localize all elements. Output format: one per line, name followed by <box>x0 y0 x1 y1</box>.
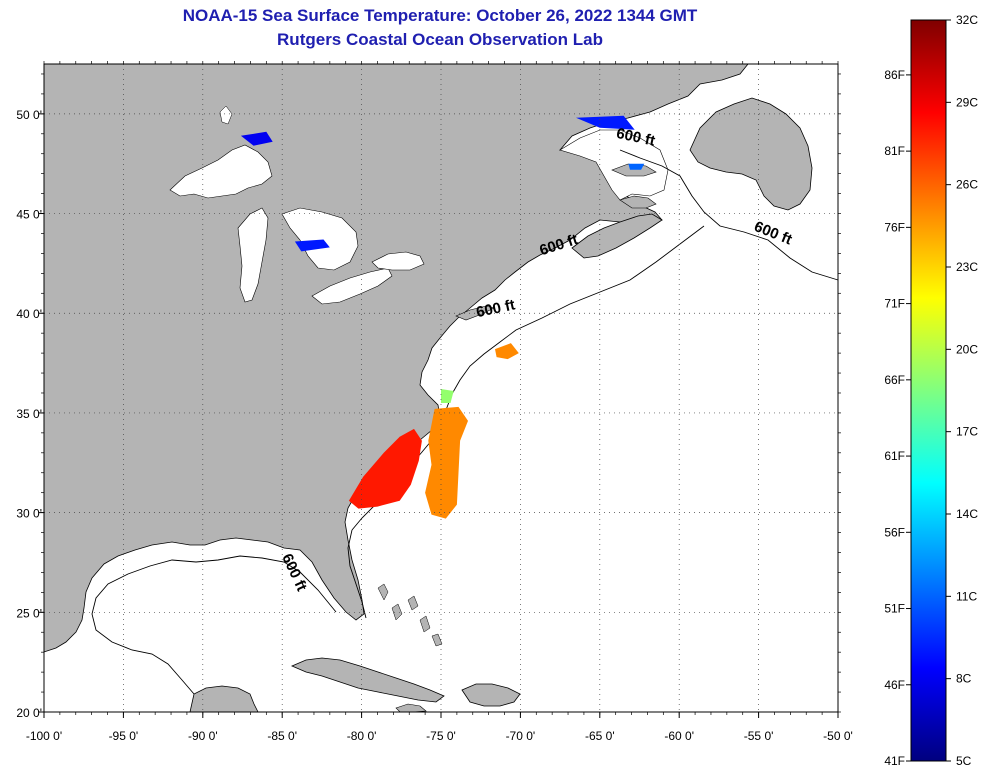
colorbar-ticks: 32C 29C 26C 23C 20C 17C 14C 11C 8C 5C 86F 81F 76F 71F… <box>884 13 978 768</box>
colorbar-c-label: 17C <box>956 425 978 439</box>
colorbar-f-label: 46F <box>884 678 905 692</box>
colorbar <box>910 19 947 762</box>
sst-patch <box>294 239 330 252</box>
nova-scotia <box>571 213 663 259</box>
sst-patch <box>441 389 454 403</box>
isobath-gulf <box>91 555 337 695</box>
sst-data <box>240 115 645 519</box>
colorbar-f-label: 66F <box>884 373 905 387</box>
sst-patch <box>425 406 468 519</box>
lake-michigan <box>237 207 269 303</box>
x-tick-label: -100 0' <box>26 729 62 743</box>
isobath-florida <box>347 529 367 619</box>
colorbar-c-label: 23C <box>956 260 978 274</box>
x-tick-label: -75 0' <box>426 729 456 743</box>
lake-superior <box>169 144 273 199</box>
colorbar-c-label: 20C <box>956 342 978 356</box>
y-axis: 50 0' 45 0' 40 0' 35 0' 30 0' 25 0' 20 0' <box>16 73 841 720</box>
y-tick-label: 20 0' <box>16 706 42 720</box>
x-tick-label: -90 0' <box>188 729 218 743</box>
colorbar-c-label: 26C <box>956 178 978 192</box>
hispaniola <box>461 683 521 707</box>
y-tick-label: 40 0' <box>16 307 42 321</box>
colorbar-c-label: 8C <box>956 672 972 686</box>
colorbar-f-label: 41F <box>884 754 905 768</box>
sst-patch <box>240 131 273 146</box>
yucatan-peninsula <box>189 685 259 713</box>
lake-erie <box>311 267 393 305</box>
y-tick-label: 45 0' <box>16 208 42 222</box>
y-tick-label: 35 0' <box>16 407 42 421</box>
colorbar-f-label: 61F <box>884 449 905 463</box>
sst-patch <box>348 428 422 509</box>
colorbar-c-label: 29C <box>956 95 978 109</box>
x-tick-label: -50 0' <box>823 729 853 743</box>
colorbar-f-label: 86F <box>884 68 905 82</box>
x-tick-label: -95 0' <box>109 729 139 743</box>
x-tick-label: -80 0' <box>347 729 377 743</box>
colorbar-f-label: 71F <box>884 297 905 311</box>
long-island <box>455 305 495 321</box>
lake-huron <box>281 207 359 271</box>
newfoundland <box>689 97 813 211</box>
x-axis: -100 0' -95 0' -90 0' -85 0' -80 0' -75 0' -70… <box>26 61 853 743</box>
colorbar-c-label: 14C <box>956 507 978 521</box>
lake-nipigon <box>219 105 233 125</box>
x-tick-label: -55 0' <box>744 729 774 743</box>
anticosti-island <box>611 163 657 177</box>
map-subtitle: Rutgers Coastal Ocean Observation Lab <box>277 30 603 49</box>
map-title: NOAA-15 Sea Surface Temperature: October… <box>182 6 698 25</box>
y-tick-label: 50 0' <box>16 108 42 122</box>
colorbar-f-label: 56F <box>884 525 905 539</box>
cuba <box>290 657 445 703</box>
x-tick-label: -85 0' <box>267 729 297 743</box>
x-tick-label: -70 0' <box>506 729 536 743</box>
y-tick-label: 25 0' <box>16 606 42 620</box>
colorbar-c-label: 11C <box>956 589 977 603</box>
colorbar-f-label: 51F <box>884 602 905 616</box>
prince-edward-island <box>619 195 657 209</box>
colorbar-c-label: 5C <box>956 754 972 768</box>
land-masses <box>43 63 813 713</box>
bahamas <box>377 583 443 647</box>
sst-patch <box>495 343 519 360</box>
colorbar-f-label: 76F <box>884 220 905 234</box>
graticule <box>44 64 838 712</box>
colorbar-c-label: 32C <box>956 13 978 27</box>
sst-patch <box>628 163 645 170</box>
isobath-north-atlantic <box>619 149 839 281</box>
y-tick-label: 30 0' <box>16 507 42 521</box>
x-tick-label: -65 0' <box>585 729 615 743</box>
colorbar-f-label: 81F <box>884 144 905 158</box>
sst-patch <box>576 115 635 130</box>
x-tick-label: -60 0' <box>664 729 694 743</box>
lake-ontario <box>371 251 425 271</box>
